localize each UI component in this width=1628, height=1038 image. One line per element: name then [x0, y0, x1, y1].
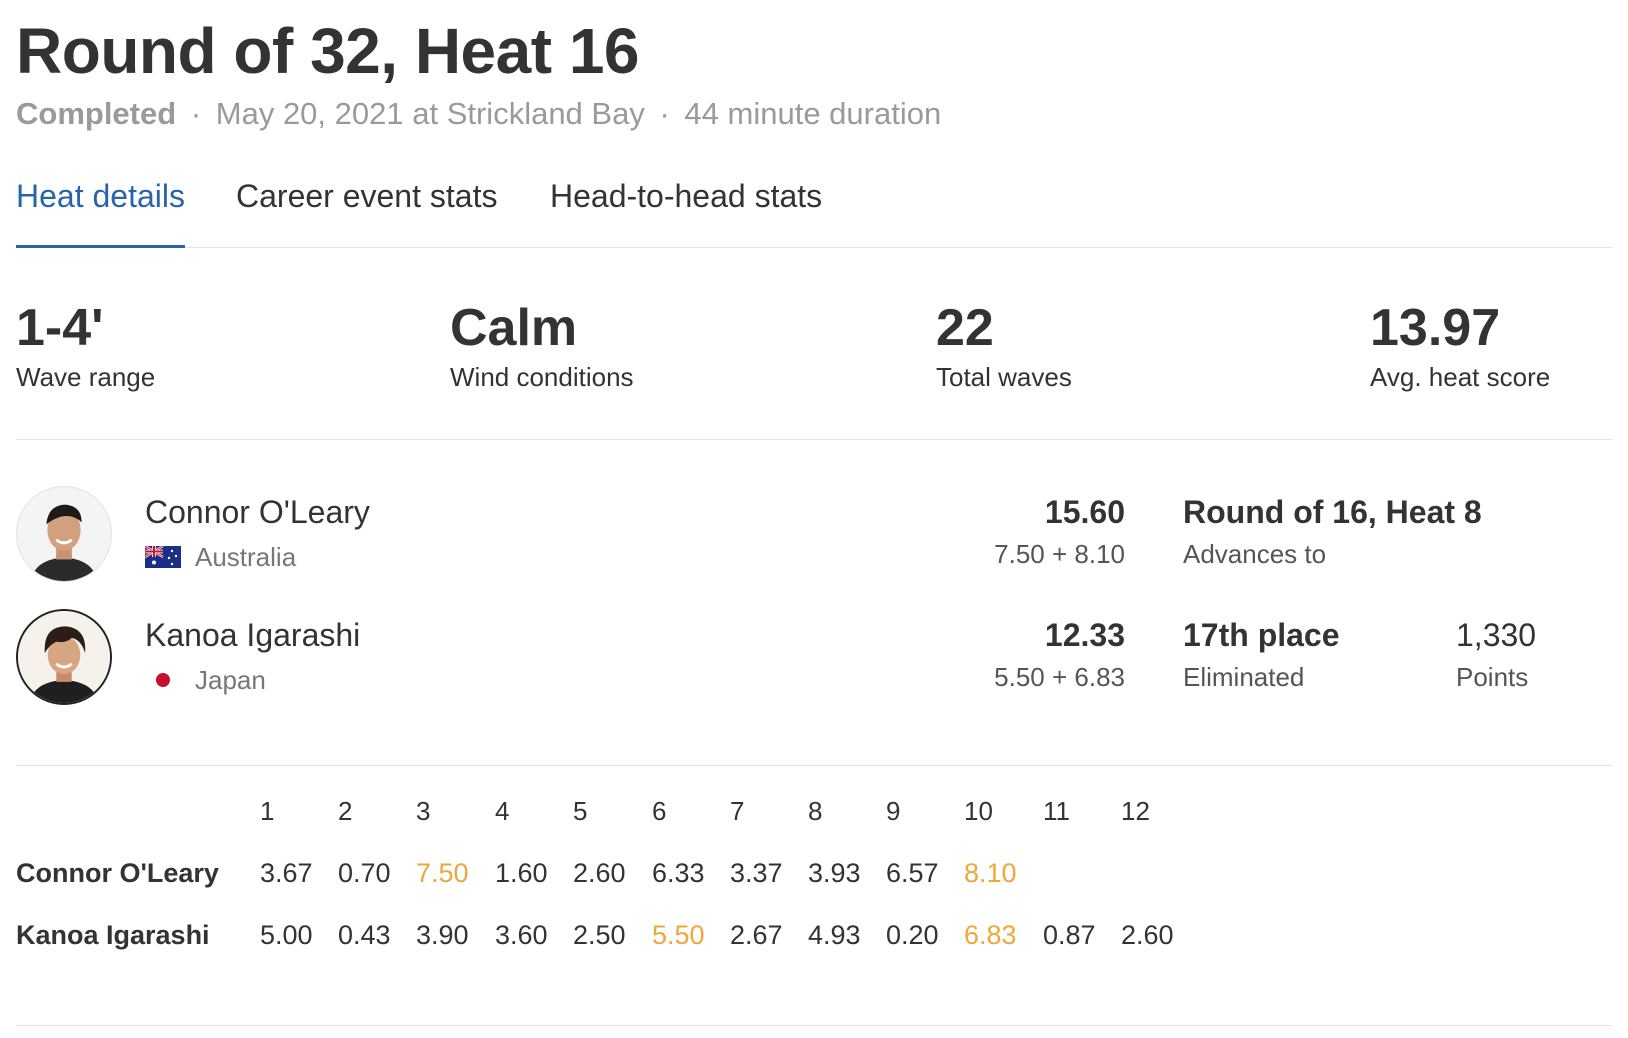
athlete-result: 17th place Eliminated	[1183, 617, 1340, 693]
heat-total: 15.60	[1044, 494, 1125, 530]
wave-number-header: 5	[573, 796, 588, 826]
wave-score[interactable]: 0.87	[1043, 920, 1096, 950]
wave-number-header: 12	[1121, 796, 1150, 826]
wave-score[interactable]: 3.60	[495, 920, 548, 950]
stat-label: Wave range	[16, 362, 156, 392]
heat-stats: 1-4' Wave range Calm Wind conditions 22 …	[16, 300, 1612, 440]
wave-score-counting[interactable]: 5.50	[652, 920, 705, 950]
result-label: Advances to	[1183, 539, 1327, 569]
tab-head-to-head-stats[interactable]: Head-to-head stats	[550, 178, 823, 214]
athlete-score: 15.60 7.50 + 8.10	[994, 494, 1125, 570]
status-label: Completed	[16, 96, 177, 131]
wave-score[interactable]: 4.93	[808, 920, 861, 950]
next-heat[interactable]: Round of 16, Heat 8	[1183, 494, 1482, 530]
athlete-name[interactable]: Connor O'Leary	[145, 494, 370, 530]
australia-flag-icon	[144, 544, 181, 575]
wave-score[interactable]: 3.67	[260, 858, 313, 888]
wave-score-counting[interactable]: 7.50	[416, 858, 469, 888]
stat-wave-range: 1-4' Wave range	[16, 300, 155, 393]
athlete-country: Australia	[144, 542, 297, 575]
wave-number-header: 1	[260, 796, 275, 826]
athlete-score: 12.33 5.50 + 6.83	[994, 617, 1125, 693]
wave-scores-table: 1 2 3 4 5 6 7 8 9 10 11 12 Connor O'Leary 3.67 0.70 7.5…	[16, 766, 1612, 1026]
result-label: Eliminated	[1183, 662, 1305, 692]
separator: ·	[190, 96, 202, 131]
stat-value: Calm	[450, 299, 578, 357]
wave-score[interactable]: 3.93	[808, 858, 861, 888]
stat-label: Wind conditions	[450, 362, 634, 392]
athlete-row[interactable]: Connor O'Leary Australia 15	[16, 486, 1612, 596]
wave-number-header: 7	[730, 796, 745, 826]
wave-score-counting[interactable]: 6.83	[964, 920, 1017, 950]
stat-value: 22	[936, 299, 994, 357]
avatar-portrait-icon	[17, 487, 111, 581]
wave-number-header: 8	[808, 796, 823, 826]
athlete-result: Round of 16, Heat 8 Advances to	[1183, 494, 1482, 570]
wave-number-header: 6	[652, 796, 667, 826]
tab-career-event-stats[interactable]: Career event stats	[236, 178, 498, 214]
japan-flag-icon	[145, 667, 181, 698]
date-location: May 20, 2021 at Strickland Bay	[215, 96, 645, 131]
wave-row-athlete-name[interactable]: Kanoa Igarashi	[16, 920, 210, 950]
wave-score[interactable]: 1.60	[495, 858, 548, 888]
wave-row-athlete-name[interactable]: Connor O'Leary	[16, 858, 219, 888]
wave-score[interactable]: 3.37	[730, 858, 783, 888]
athlete-points: 1,330 Points	[1456, 617, 1536, 693]
stat-value: 13.97	[1370, 299, 1501, 357]
wave-number-header: 3	[416, 796, 431, 826]
wave-number-header: 10	[964, 796, 993, 826]
wave-score[interactable]: 5.00	[260, 920, 313, 950]
stat-wind-conditions: Calm Wind conditions	[450, 300, 634, 393]
wave-score[interactable]: 2.60	[1121, 920, 1174, 950]
wave-score[interactable]: 6.57	[886, 858, 939, 888]
tab-heat-details[interactable]: Heat details	[16, 178, 185, 248]
stat-label: Total waves	[936, 362, 1072, 392]
country-label: Australia	[195, 542, 297, 572]
avatar[interactable]	[16, 609, 112, 705]
athlete-country: Japan	[145, 665, 266, 698]
avatar-portrait-icon	[18, 611, 110, 703]
stat-avg-heat-score: 13.97 Avg. heat score	[1370, 300, 1550, 393]
wave-score[interactable]: 0.70	[338, 858, 391, 888]
country-label: Japan	[195, 665, 266, 695]
points-value: 1,330	[1456, 617, 1537, 653]
separator: ·	[659, 96, 670, 131]
points-label: Points	[1456, 662, 1529, 692]
athlete-name[interactable]: Kanoa Igarashi	[145, 617, 361, 653]
wave-score-counting[interactable]: 8.10	[964, 858, 1017, 888]
wave-number-header: 11	[1043, 796, 1070, 826]
wave-score[interactable]: 2.60	[573, 858, 626, 888]
page-title: Round of 32, Heat 16	[16, 15, 640, 87]
wave-score[interactable]: 2.50	[573, 920, 626, 950]
final-placing: 17th place	[1183, 617, 1340, 653]
wave-score[interactable]: 0.20	[886, 920, 939, 950]
stat-total-waves: 22 Total waves	[936, 300, 1072, 393]
heat-subtitle: Completed · May 20, 2021 at Strickland B…	[16, 96, 941, 132]
stat-label: Avg. heat score	[1370, 362, 1551, 392]
athlete-results: Connor O'Leary Australia 15	[16, 440, 1612, 766]
athlete-row[interactable]: Kanoa Igarashi Japan 12.33 5.50 + 6.83 1…	[16, 609, 1612, 719]
wave-score[interactable]: 2.67	[730, 920, 783, 950]
heat-total: 12.33	[1044, 617, 1125, 653]
wave-number-header: 9	[886, 796, 901, 826]
avatar[interactable]	[16, 486, 112, 582]
wave-score[interactable]: 3.90	[416, 920, 469, 950]
stat-value: 1-4'	[16, 299, 104, 357]
wave-score[interactable]: 0.43	[338, 920, 391, 950]
duration: 44 minute duration	[684, 96, 942, 131]
wave-number-header: 4	[495, 796, 510, 826]
wave-score[interactable]: 6.33	[652, 858, 705, 888]
score-breakdown: 7.50 + 8.10	[994, 539, 1125, 569]
tab-bar: Heat details Career event stats Head-to-…	[16, 178, 1612, 248]
wave-number-header: 2	[338, 796, 353, 826]
score-breakdown: 5.50 + 6.83	[994, 662, 1125, 692]
